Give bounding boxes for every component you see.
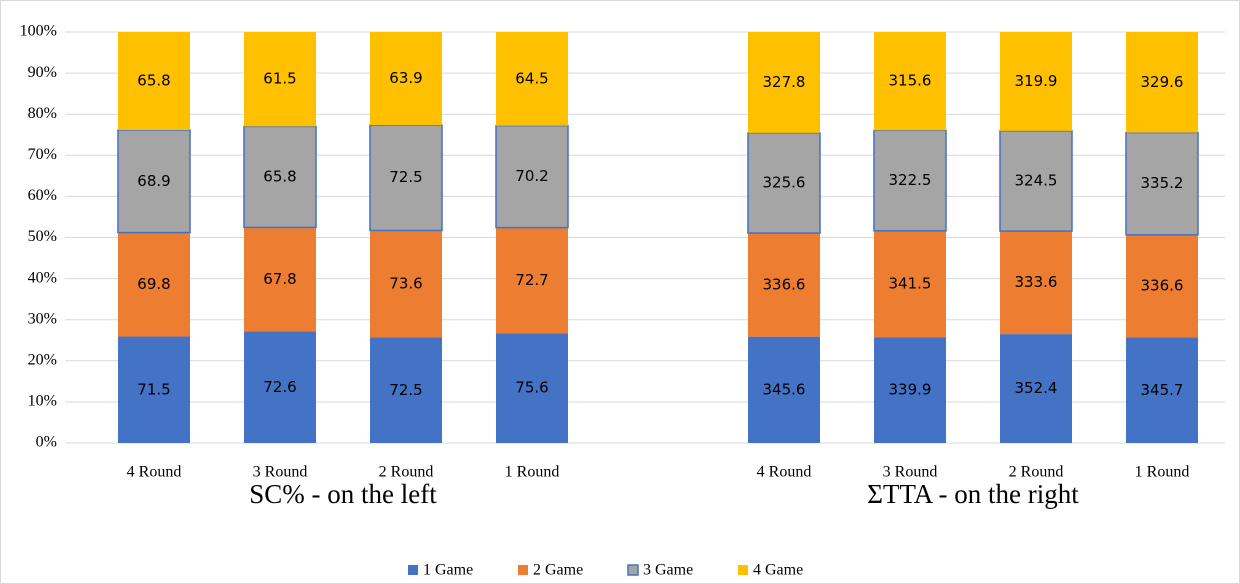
data-label: 336.6 <box>1141 277 1184 295</box>
x-tick-label: 3 Round <box>883 464 938 481</box>
data-label: 72.5 <box>389 381 422 399</box>
bar-segment <box>874 230 946 338</box>
y-tick-label: 80% <box>28 105 57 122</box>
bar-segment <box>369 124 443 232</box>
data-label: 72.5 <box>389 168 422 186</box>
data-label: 65.8 <box>137 71 170 89</box>
legend-label: 4 Game <box>753 562 803 579</box>
bar-segment <box>874 32 946 131</box>
data-label: 68.9 <box>137 172 170 190</box>
data-label: 339.9 <box>889 381 932 399</box>
bar-segment <box>1126 337 1198 443</box>
data-label: 324.5 <box>1015 171 1058 189</box>
bar-segment <box>748 233 820 337</box>
legend-label: 2 Game <box>533 562 583 579</box>
data-label: 329.6 <box>1141 73 1184 91</box>
y-tick-label: 90% <box>28 64 57 81</box>
x-tick-label: 1 Round <box>505 464 560 481</box>
data-label: 75.6 <box>515 379 548 397</box>
bar-segment <box>1000 334 1072 443</box>
data-label: 336.6 <box>763 275 806 293</box>
y-tick-label: 50% <box>28 228 57 245</box>
legend-swatch <box>738 565 748 575</box>
legend-label: 3 Game <box>643 562 693 579</box>
bar-segment <box>1126 32 1198 133</box>
bar-segment <box>873 129 947 232</box>
bar-segment <box>748 336 820 443</box>
bar-segment <box>118 232 190 337</box>
data-label: 327.8 <box>763 73 806 91</box>
data-label: 72.6 <box>263 378 296 396</box>
data-label: 345.7 <box>1141 381 1184 399</box>
y-tick-label: 0% <box>36 434 57 451</box>
data-label: 65.8 <box>263 167 296 185</box>
bar-segment <box>999 130 1073 232</box>
bar-segment <box>1125 131 1199 236</box>
legend-label: 1 Game <box>423 562 473 579</box>
bar-segment <box>370 337 442 443</box>
bar-segment <box>495 124 569 229</box>
bar-segment <box>244 227 316 332</box>
data-label: 352.4 <box>1015 379 1058 397</box>
bar-segment <box>496 333 568 443</box>
legend-swatch <box>627 564 639 576</box>
data-label: 315.6 <box>889 72 932 90</box>
x-tick-label: 3 Round <box>253 464 308 481</box>
data-label: 319.9 <box>1015 72 1058 90</box>
data-label: 345.6 <box>763 380 806 398</box>
bar-segment <box>496 227 568 334</box>
bar-segment <box>1126 234 1198 338</box>
bar-segment <box>874 337 946 443</box>
data-label: 72.7 <box>515 271 548 289</box>
y-tick-label: 30% <box>28 310 57 327</box>
x-tick-label: 1 Round <box>1135 464 1190 481</box>
data-label: 333.6 <box>1015 273 1058 291</box>
data-label: 325.6 <box>763 173 806 191</box>
legend-swatch <box>518 565 528 575</box>
bar-segment <box>118 336 190 443</box>
y-tick-label: 40% <box>28 269 57 286</box>
data-label: 61.5 <box>263 70 296 88</box>
legend-swatch <box>408 565 418 575</box>
x-tick-label: 2 Round <box>379 464 434 481</box>
bar-segment <box>748 32 820 133</box>
group-label: ΣTTA - on the right <box>867 479 1079 509</box>
data-label: 335.2 <box>1141 174 1184 192</box>
bar-segment <box>496 32 568 126</box>
bar-segment <box>243 125 317 229</box>
x-tick-label: 4 Round <box>127 464 182 481</box>
group-label: SC% - on the left <box>249 479 437 509</box>
bar-segment <box>244 331 316 443</box>
data-label: 70.2 <box>515 167 548 185</box>
data-label: 67.8 <box>263 270 296 288</box>
y-tick-label: 10% <box>28 393 57 410</box>
y-tick-label: 60% <box>28 187 57 204</box>
y-tick-label: 70% <box>28 146 57 163</box>
bar-segment <box>747 132 821 234</box>
bar-segment <box>117 129 191 234</box>
bar-segment <box>118 32 190 130</box>
x-tick-label: 2 Round <box>1009 464 1064 481</box>
y-tick-label: 20% <box>28 351 57 368</box>
data-label: 63.9 <box>389 69 422 87</box>
bar-segment <box>1000 32 1072 131</box>
data-label: 71.5 <box>137 380 170 398</box>
bar-segment <box>370 32 442 125</box>
bar-segment <box>1000 231 1072 335</box>
data-label: 341.5 <box>889 274 932 292</box>
y-tick-label: 100% <box>20 23 57 40</box>
data-label: 73.6 <box>389 274 422 292</box>
x-tick-label: 4 Round <box>757 464 812 481</box>
bar-segment <box>244 32 316 127</box>
data-label: 69.8 <box>137 275 170 293</box>
data-label: 322.5 <box>889 171 932 189</box>
bar-segment <box>370 230 442 338</box>
data-label: 64.5 <box>515 69 548 87</box>
